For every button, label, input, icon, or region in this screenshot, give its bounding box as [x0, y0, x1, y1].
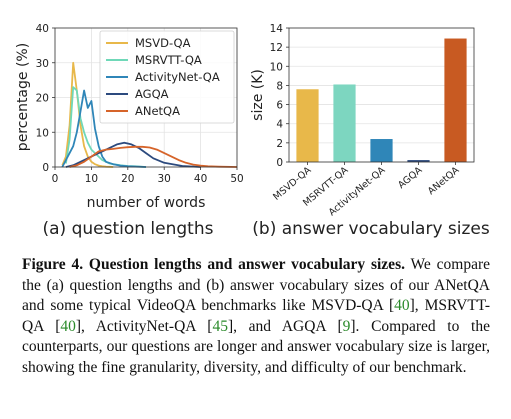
y-tick-label: 0 [276, 157, 283, 169]
legend-label-agqa: AGQA [135, 87, 169, 101]
caption-text: We compare the (a) question lengths and … [22, 256, 490, 315]
bar-activitynet-qa [370, 139, 393, 162]
y-tick-label: 4 [276, 119, 283, 131]
series-line-activitynet-qa [61, 89, 147, 168]
bar-anetqa [444, 38, 467, 162]
legend-label-msvd-qa: MSVD-QA [135, 36, 191, 50]
y-tick-label: 8 [276, 80, 283, 92]
bar-msvd-qa [296, 89, 319, 162]
legend-box [99, 30, 235, 124]
x-tick-label: 0 [52, 173, 59, 185]
x-tick-label: 10 [85, 173, 98, 185]
caption-text: ], ActivityNet-QA [ [75, 317, 213, 335]
y-tick-label: 14 [270, 23, 284, 35]
subcaption-b: (b) answer vocabulary sizes [252, 219, 490, 239]
line-chart-ticks: 0 10 20 30 40 50 0 10 20 30 40 [36, 23, 244, 185]
figure-caption: Figure 4. Question lengths and answer vo… [22, 255, 490, 379]
caption-figure-label: Figure 4. [22, 256, 84, 273]
caption-text: ], and AGQA [ [227, 317, 343, 335]
legend-label-activitynet-qa: ActivityNet-QA [135, 70, 220, 84]
citation-link[interactable]: 9 [342, 317, 351, 335]
series-line-anetqa [69, 145, 238, 168]
citation-link[interactable]: 40 [394, 297, 410, 315]
series-line-agqa [65, 141, 201, 168]
bar-msrvtt-qa [333, 84, 356, 162]
caption-title: Question lengths and answer vocabulary s… [88, 256, 405, 273]
line-chart-x-axis-label: number of words [87, 195, 206, 211]
bar-chart-bars [296, 38, 467, 162]
line-chart-series [61, 61, 238, 168]
y-tick-label: 10 [270, 61, 283, 73]
y-tick-label: 10 [36, 127, 49, 139]
caption-text: ], MSRVTT-QA [ [22, 297, 490, 335]
x-tick-label: 30 [158, 173, 171, 185]
line-chart-legend: MSVD-QA MSRVTT-QA ActivityNet-QA AGQA ANetQA [99, 30, 235, 124]
subcaption-a: (a) question lengths [43, 219, 214, 239]
x-tick-label: 40 [194, 173, 207, 185]
y-tick-label: 6 [276, 100, 283, 112]
x-tick-label: 20 [121, 173, 134, 185]
caption-text: ]. Compared to the counterparts, our que… [22, 317, 490, 376]
y-tick-label: 12 [270, 42, 283, 54]
bar-chart-answer-vocabulary: 02468101214MSVD-QAMSRVTT-QAActivityNet-Q… [250, 23, 490, 239]
x-tick-label: 50 [230, 173, 243, 185]
citation-link[interactable]: 45 [212, 317, 228, 335]
citation-link[interactable]: 40 [60, 317, 76, 335]
bar-chart-y-axis-label: size (K) [250, 69, 266, 121]
legend-label-anetqa: ANetQA [135, 104, 180, 118]
x-tick-label: ANetQA [426, 165, 462, 198]
line-chart-y-axis-label: percentage (%) [15, 43, 31, 151]
series-line-msvd-qa [61, 61, 114, 168]
y-tick-label: 20 [36, 93, 49, 105]
line-chart-question-lengths: 0 10 20 30 40 50 0 10 20 30 40 number of words per… [15, 23, 244, 239]
y-tick-label: 0 [42, 162, 49, 174]
y-tick-label: 40 [36, 23, 49, 35]
legend-label-msrvtt-qa: MSRVTT-QA [135, 53, 202, 67]
x-tick-label: AGQA [396, 165, 425, 192]
y-tick-label: 2 [276, 138, 283, 150]
bar-agqa [407, 160, 430, 162]
y-tick-label: 30 [36, 58, 49, 70]
